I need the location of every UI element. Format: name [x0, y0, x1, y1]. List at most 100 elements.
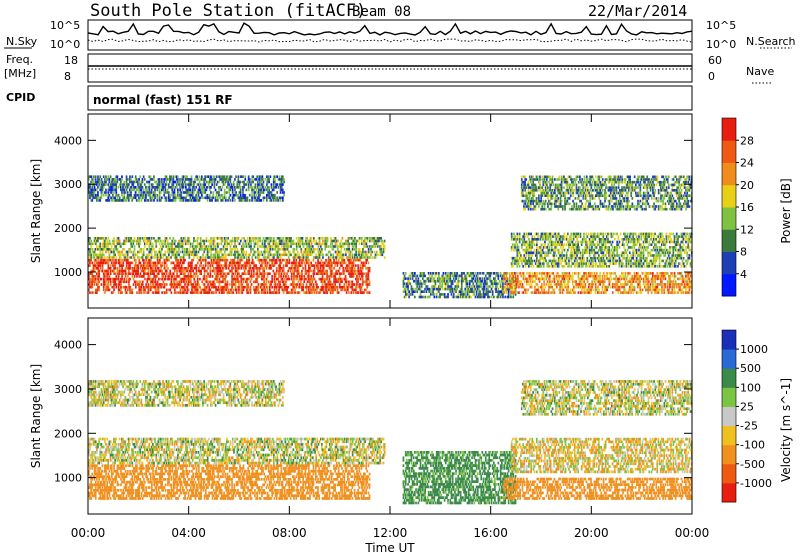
echo-cell: [291, 267, 293, 270]
echo-cell: [151, 199, 153, 202]
echo-cell: [554, 278, 556, 281]
echo-cell: [251, 256, 253, 259]
echo-cell: [267, 275, 269, 278]
echo-cell: [359, 254, 361, 257]
echo-cell: [266, 199, 268, 202]
echo-cell: [114, 264, 116, 267]
echo-cell: [572, 275, 574, 278]
echo-cell: [158, 267, 160, 270]
echo-cell: [246, 281, 248, 284]
echo-cell: [163, 275, 165, 278]
echo-cell: [492, 293, 494, 296]
echo-cell: [141, 199, 143, 202]
echo-cell: [239, 243, 241, 246]
echo-cell: [445, 272, 447, 275]
echo-cell: [233, 181, 235, 184]
echo-cell: [281, 245, 283, 248]
echo-cell: [162, 189, 164, 192]
echo-cell: [89, 291, 91, 294]
echo-cell: [591, 280, 593, 283]
echo-cell: [345, 254, 347, 257]
echo-cell: [314, 267, 316, 270]
echo-cell: [320, 254, 322, 257]
echo-cell: [144, 240, 146, 243]
echo-cell: [101, 283, 103, 286]
echo-cell: [130, 178, 132, 181]
echo-cell: [180, 283, 182, 286]
echo-cell: [362, 248, 364, 251]
echo-cell: [323, 270, 325, 273]
echo-cell: [486, 285, 488, 288]
echo-cell: [405, 288, 407, 291]
echo-cell: [255, 264, 257, 267]
echo-cell: [144, 191, 146, 194]
echo-cell: [99, 251, 101, 254]
echo-cell: [326, 270, 328, 273]
echo-cell: [300, 281, 302, 284]
echo-cell: [210, 270, 212, 273]
echo-cell: [242, 191, 244, 194]
echo-cell: [102, 264, 104, 267]
echo-cell: [228, 191, 230, 194]
echo-cell: [243, 245, 245, 248]
echo-cell: [111, 191, 113, 194]
echo-cell: [276, 267, 278, 270]
echo-cell: [228, 183, 230, 186]
echo-cell: [259, 262, 261, 265]
echo-cell: [91, 283, 93, 286]
echo-cell: [168, 191, 170, 194]
echo-cell: [320, 245, 322, 248]
echo-cell: [289, 262, 291, 265]
freq-unit: [MHz]: [4, 67, 36, 80]
echo-cell: [116, 259, 118, 262]
echo-cell: [240, 240, 242, 243]
echo-cell: [299, 286, 301, 289]
echo-cell: [215, 245, 217, 248]
echo-cell: [362, 267, 364, 270]
echo-cell: [180, 289, 182, 292]
echo-cell: [287, 254, 289, 257]
echo-cell: [284, 272, 286, 275]
echo-cell: [520, 280, 522, 283]
echo-cell: [105, 191, 107, 194]
echo-cell: [581, 291, 583, 294]
echo-cell: [464, 288, 466, 291]
echo-cell: [267, 175, 269, 178]
echo-cell: [99, 243, 101, 246]
echo-cell: [251, 272, 253, 275]
echo-cell: [539, 280, 541, 283]
echo-cell: [347, 251, 349, 254]
echo-cell: [187, 270, 189, 273]
echo-cell: [238, 291, 240, 294]
echo-cell: [339, 283, 341, 286]
echo-cell: [453, 277, 455, 280]
echo-cell: [191, 267, 193, 270]
echo-cell: [420, 293, 422, 296]
echo-cell: [299, 262, 301, 265]
echo-cell: [120, 183, 122, 186]
echo-cell: [105, 181, 107, 184]
echo-cell: [167, 240, 169, 243]
echo-cell: [199, 286, 201, 289]
echo-cell: [418, 277, 420, 280]
echo-cell: [461, 285, 463, 288]
echo-cell: [282, 183, 284, 186]
echo-cell: [250, 240, 252, 243]
echo-cell: [323, 264, 325, 267]
echo-cell: [214, 270, 216, 273]
echo-cell: [210, 237, 212, 240]
echo-cell: [258, 183, 260, 186]
echo-cell: [266, 251, 268, 254]
echo-cell: [231, 175, 233, 178]
echo-cell: [118, 186, 120, 189]
echo-cell: [434, 277, 436, 280]
echo-cell: [296, 245, 298, 248]
echo-cell: [226, 191, 228, 194]
echo-cell: [96, 291, 98, 294]
echo-cell: [213, 248, 215, 251]
echo-cell: [468, 272, 470, 275]
echo-cell: [278, 199, 280, 202]
echo-cell: [293, 259, 295, 262]
echo-cell: [549, 280, 551, 283]
echo-cell: [118, 194, 120, 197]
